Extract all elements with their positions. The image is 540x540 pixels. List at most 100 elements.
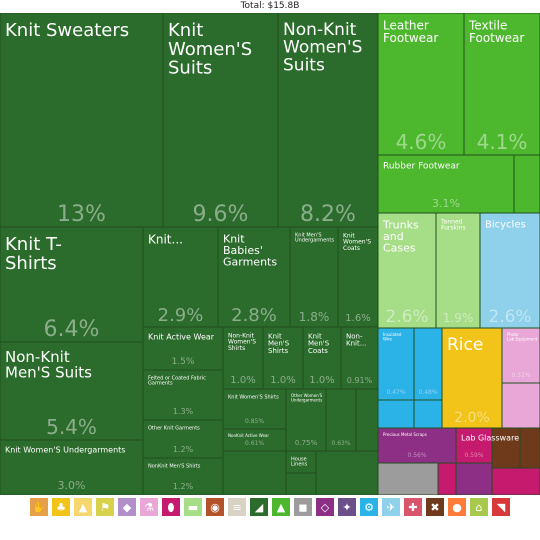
treemap-label-non-knit-men-s-suits: Non-Knit — [5, 348, 70, 366]
treemap-filler-3[interactable] — [285, 472, 317, 495]
treemap-label-photo-lab-equipment: Lab Equipment — [507, 336, 538, 341]
legend-miscellaneous-icon[interactable]: ● — [447, 497, 467, 517]
treemap-label-felted-or-coated-fabric-garments: Felted or Coated Fabric — [148, 375, 206, 381]
treemap-cell-bicycles[interactable] — [479, 212, 540, 329]
treemap-cell-photo-lab-equipment[interactable] — [501, 327, 540, 384]
legend-precious-metals-icon[interactable]: ◇ — [315, 497, 335, 517]
treemap-share-knit-women-s-suits: 9.6% — [193, 202, 249, 227]
treemap-filler-5[interactable] — [413, 399, 443, 429]
legend-animal-fats-icon[interactable]: ▲ — [73, 497, 93, 517]
treemap-share-knit-men-s-undergarments: 1.8% — [299, 310, 330, 324]
treemap-share-non-knit-women-s-shirts: 1.0% — [230, 375, 255, 386]
treemap-filler-11[interactable] — [491, 467, 540, 495]
treemap-share-knit: 2.9% — [158, 305, 204, 326]
treemap-share-knit-men-s-coats: 1.0% — [309, 375, 334, 386]
treemap-filler-1[interactable] — [315, 450, 379, 495]
treemap-share-textile-footwear: 4.1% — [477, 130, 528, 154]
treemap-cell-knit-active-wear[interactable] — [142, 326, 224, 371]
treemap-share-knit-babies-garments: 2.8% — [231, 305, 277, 326]
treemap-share-felted-or-coated-fabric-garments: 1.3% — [173, 407, 194, 416]
legend-animal-hides-icon[interactable]: ▬ — [183, 497, 203, 517]
treemap-share-knit-t-shirts: 6.4% — [44, 317, 100, 342]
treemap-cell-other-knit-garments[interactable] — [142, 419, 224, 459]
treemap-filler-4[interactable] — [377, 399, 415, 429]
treemap-filler-7[interactable] — [377, 462, 439, 495]
legend-metals-icon[interactable]: ✦ — [337, 497, 357, 517]
treemap-cell-leather-footwear[interactable] — [377, 13, 465, 156]
treemap-cell-knit-men-s-undergarments[interactable] — [289, 226, 339, 328]
treemap-cell-knit-babies-garments[interactable] — [217, 226, 291, 328]
treemap-share-other-knit-garments: 1.2% — [173, 445, 194, 454]
treemap-cell-rice[interactable] — [441, 327, 503, 429]
legend-unspecified-icon[interactable]: ◥ — [491, 497, 511, 517]
legend-weapons-icon[interactable]: ✖ — [425, 497, 445, 517]
treemap-label-trunks-and-cases: Cases — [383, 242, 416, 255]
treemap-label-knit-t-shirts: Shirts — [5, 253, 57, 274]
treemap-cell-non-knit[interactable] — [340, 326, 379, 390]
treemap-filler-13[interactable] — [513, 154, 540, 214]
legend-arts-antiques-icon[interactable]: ⌂ — [469, 497, 489, 517]
treemap-share-insulated-wire: 0.47% — [386, 389, 405, 396]
treemap-filler-2[interactable] — [222, 450, 287, 495]
legend-plastics-icon[interactable]: ⬮ — [161, 497, 181, 517]
treemap-filler-8[interactable] — [437, 462, 457, 495]
treemap-cell-knit-women-s-coats[interactable] — [337, 226, 379, 328]
treemap-cell-house-linens[interactable] — [285, 450, 317, 474]
treemap-label-knit-men-s-coats: Coats — [308, 347, 328, 355]
treemap-cell-precious-metal-scraps[interactable] — [377, 427, 457, 464]
treemap-cell-non-knit-men-s-shirts[interactable] — [142, 457, 224, 495]
treemap-cell-knit-t-shirts[interactable] — [0, 226, 144, 343]
treemap-label-knit-women-s-suits: Women'S — [168, 39, 252, 60]
treemap-cell-felted-or-coated-fabric-garments[interactable] — [142, 369, 224, 421]
treemap-label-rice: Rice — [447, 335, 483, 355]
treemap-label-knit-t-shirts: Knit T- — [5, 234, 62, 255]
treemap-label-non-knit-women-s-suits: Women'S — [283, 38, 362, 58]
treemap-label-knit-babies-garments: Babies' — [223, 244, 263, 257]
legend-stone-glass-icon[interactable]: ◼ — [293, 497, 313, 517]
legend-chemical-products-icon[interactable]: ⚗ — [139, 497, 159, 517]
treemap-filler-10[interactable] — [519, 427, 540, 469]
legend-wood-products-icon[interactable]: ◉ — [205, 497, 225, 517]
treemap-share-non-knit-men-s-shirts: 1.2% — [173, 482, 194, 491]
treemap-cell-non-knit-active-wear[interactable] — [222, 428, 287, 452]
treemap-share-bicycles: 2.6% — [488, 307, 531, 327]
treemap-cell-non-knit-women-s-shirts[interactable] — [222, 326, 264, 390]
treemap-filler-12[interactable] — [455, 462, 493, 495]
legend-textiles-icon[interactable]: ◢ — [249, 497, 269, 517]
treemap-cell-knit-sweaters[interactable] — [0, 13, 164, 228]
treemap-cell-telephones[interactable] — [413, 327, 443, 401]
treemap-label-felted-or-coated-fabric-garments: Garments — [148, 381, 173, 387]
total-label: Total: $15.8B — [240, 1, 300, 11]
treemap-share-knit-women-s-shirts: 0.85% — [245, 418, 264, 425]
legend-mineral-products-icon[interactable]: ◆ — [117, 497, 137, 517]
treemap-share-lab-glassware: 0.59% — [464, 452, 483, 459]
treemap-label-other-women-s-undergarments: Other Women'S — [291, 393, 323, 398]
legend-vegetable-products-icon[interactable]: ♣ — [51, 497, 71, 517]
treemap-cell-lab-glassware[interactable] — [455, 427, 493, 464]
treemap-cell-non-knit-women-s-suits[interactable] — [277, 13, 379, 228]
legend-machines-icon[interactable]: ⚙ — [359, 497, 379, 517]
treemap-label-leather-footwear: Leather — [383, 19, 429, 33]
treemap-label-knit-women-s-suits: Suits — [168, 58, 212, 79]
treemap-filler-0[interactable] — [355, 388, 379, 452]
treemap-cell-textile-footwear[interactable] — [463, 13, 540, 156]
treemap-label-knit-active-wear: Knit Active Wear — [148, 332, 215, 341]
legend-instruments-icon[interactable]: ✚ — [403, 497, 423, 517]
treemap-cell-tanned-furskins[interactable] — [435, 212, 481, 329]
treemap-label-knit-sweaters: Knit Sweaters — [5, 20, 129, 41]
treemap-cell-knit-men-s-coats[interactable] — [302, 326, 342, 390]
legend-paper-goods-icon[interactable]: ≡ — [227, 497, 247, 517]
treemap-share-knit-men-s-shirts: 1.0% — [270, 375, 295, 386]
treemap-label-knit-women-s-coats: Knit — [343, 232, 355, 239]
legend-foodstuffs-icon[interactable]: ⚑ — [95, 497, 115, 517]
treemap-cell-knit[interactable] — [142, 226, 219, 328]
treemap-cell-knit-women-s-undergarments[interactable] — [0, 439, 144, 495]
treemap-cell-knit-women-s-suits[interactable] — [162, 13, 279, 228]
treemap-share-precious-metal-scraps: 0.56% — [407, 452, 426, 459]
treemap-cell-knit-gloves[interactable] — [325, 388, 357, 452]
legend-animal-products-icon[interactable]: ✋ — [29, 497, 49, 517]
legend-transportation-icon[interactable]: ✈ — [381, 497, 401, 517]
treemap-filler-6[interactable] — [501, 382, 540, 429]
treemap-cell-knit-men-s-shirts[interactable] — [262, 326, 304, 390]
legend-footwear-icon[interactable]: ▲ — [271, 497, 291, 517]
